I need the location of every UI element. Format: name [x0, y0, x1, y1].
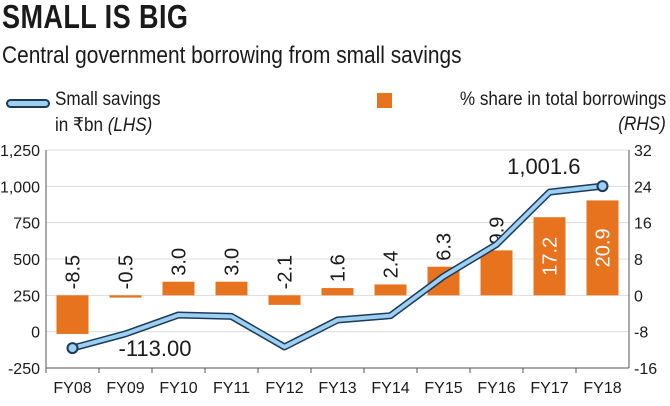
x-tick-label: FY13 [318, 380, 356, 397]
chart-title: SMALL IS BIG [2, 0, 189, 35]
line-point [66, 342, 79, 355]
y-right-tick-label: -8 [634, 325, 648, 342]
y-right-tick-label: 8 [634, 252, 643, 269]
legend-line-label: Small savings [55, 89, 161, 110]
bar-data-label: 3.0 [169, 248, 191, 276]
x-tick-label: FY12 [265, 380, 303, 397]
legend-line-label-unit: in ₹bn (LHS) [55, 114, 152, 137]
y-left-tick-label: 1,250 [0, 143, 40, 160]
y-right-tick-label: -16 [634, 361, 657, 378]
legend-bar-axis-tag: (RHS) [618, 114, 666, 135]
legend-bar-label: % share in total borrowings [459, 89, 666, 110]
bar [56, 295, 89, 334]
x-tick-label: FY14 [371, 380, 409, 397]
x-tick-label: FY11 [213, 380, 250, 397]
bar-data-label: -0.5 [116, 255, 138, 289]
bar-data-label: 1.6 [328, 254, 350, 282]
y-left-tick-label: 0 [31, 325, 40, 342]
legend-line-swatch [6, 99, 50, 108]
bar [268, 295, 301, 305]
bar [162, 281, 195, 296]
bar-data-label: -2.1 [275, 255, 297, 289]
x-tick-label: FY10 [159, 380, 197, 397]
y-left-tick-label: 500 [13, 252, 40, 269]
bar [533, 217, 566, 296]
bar [374, 284, 407, 296]
bar [480, 250, 513, 296]
bar-data-label: 2.4 [381, 251, 403, 279]
bar [215, 281, 248, 296]
line-point [596, 180, 609, 193]
y-right-tick-label: 0 [634, 288, 643, 305]
bar-data-label: -8.5 [63, 255, 85, 289]
x-tick-label: FY16 [477, 380, 515, 397]
y-right-tick-label: 24 [634, 179, 652, 196]
legend-bar-swatch [377, 93, 392, 108]
x-tick-label: FY18 [583, 380, 621, 397]
line-data-label: -113.00 [119, 336, 192, 361]
line-data-label: 1,001.6 [507, 154, 580, 179]
y-left-tick-label: -250 [8, 361, 40, 378]
legend-line-unit: in ₹bn [55, 115, 103, 136]
chart-subtitle: Central government borrowing from small … [2, 42, 462, 69]
bar-data-label: 17.2 [540, 237, 562, 276]
line-series [70, 184, 605, 351]
x-tick-label: FY08 [53, 380, 91, 397]
bar [586, 200, 619, 296]
bar-data-label: 20.9 [593, 228, 615, 267]
y-left-tick-label: 250 [13, 288, 40, 305]
legend-line-axis-tag: (LHS) [107, 115, 153, 136]
x-tick-label: FY17 [530, 380, 568, 397]
y-right-tick-label: 16 [634, 216, 652, 233]
bar [109, 295, 142, 298]
y-left-tick-label: 1,000 [0, 179, 40, 196]
y-left-tick-label: 750 [13, 216, 40, 233]
bar-data-label: 6.3 [434, 233, 456, 261]
bar-data-label: 3.0 [222, 248, 244, 276]
x-tick-label: FY15 [424, 380, 462, 397]
x-tick-label: FY09 [106, 380, 144, 397]
bar [321, 288, 354, 296]
y-right-tick-label: 32 [634, 143, 652, 160]
